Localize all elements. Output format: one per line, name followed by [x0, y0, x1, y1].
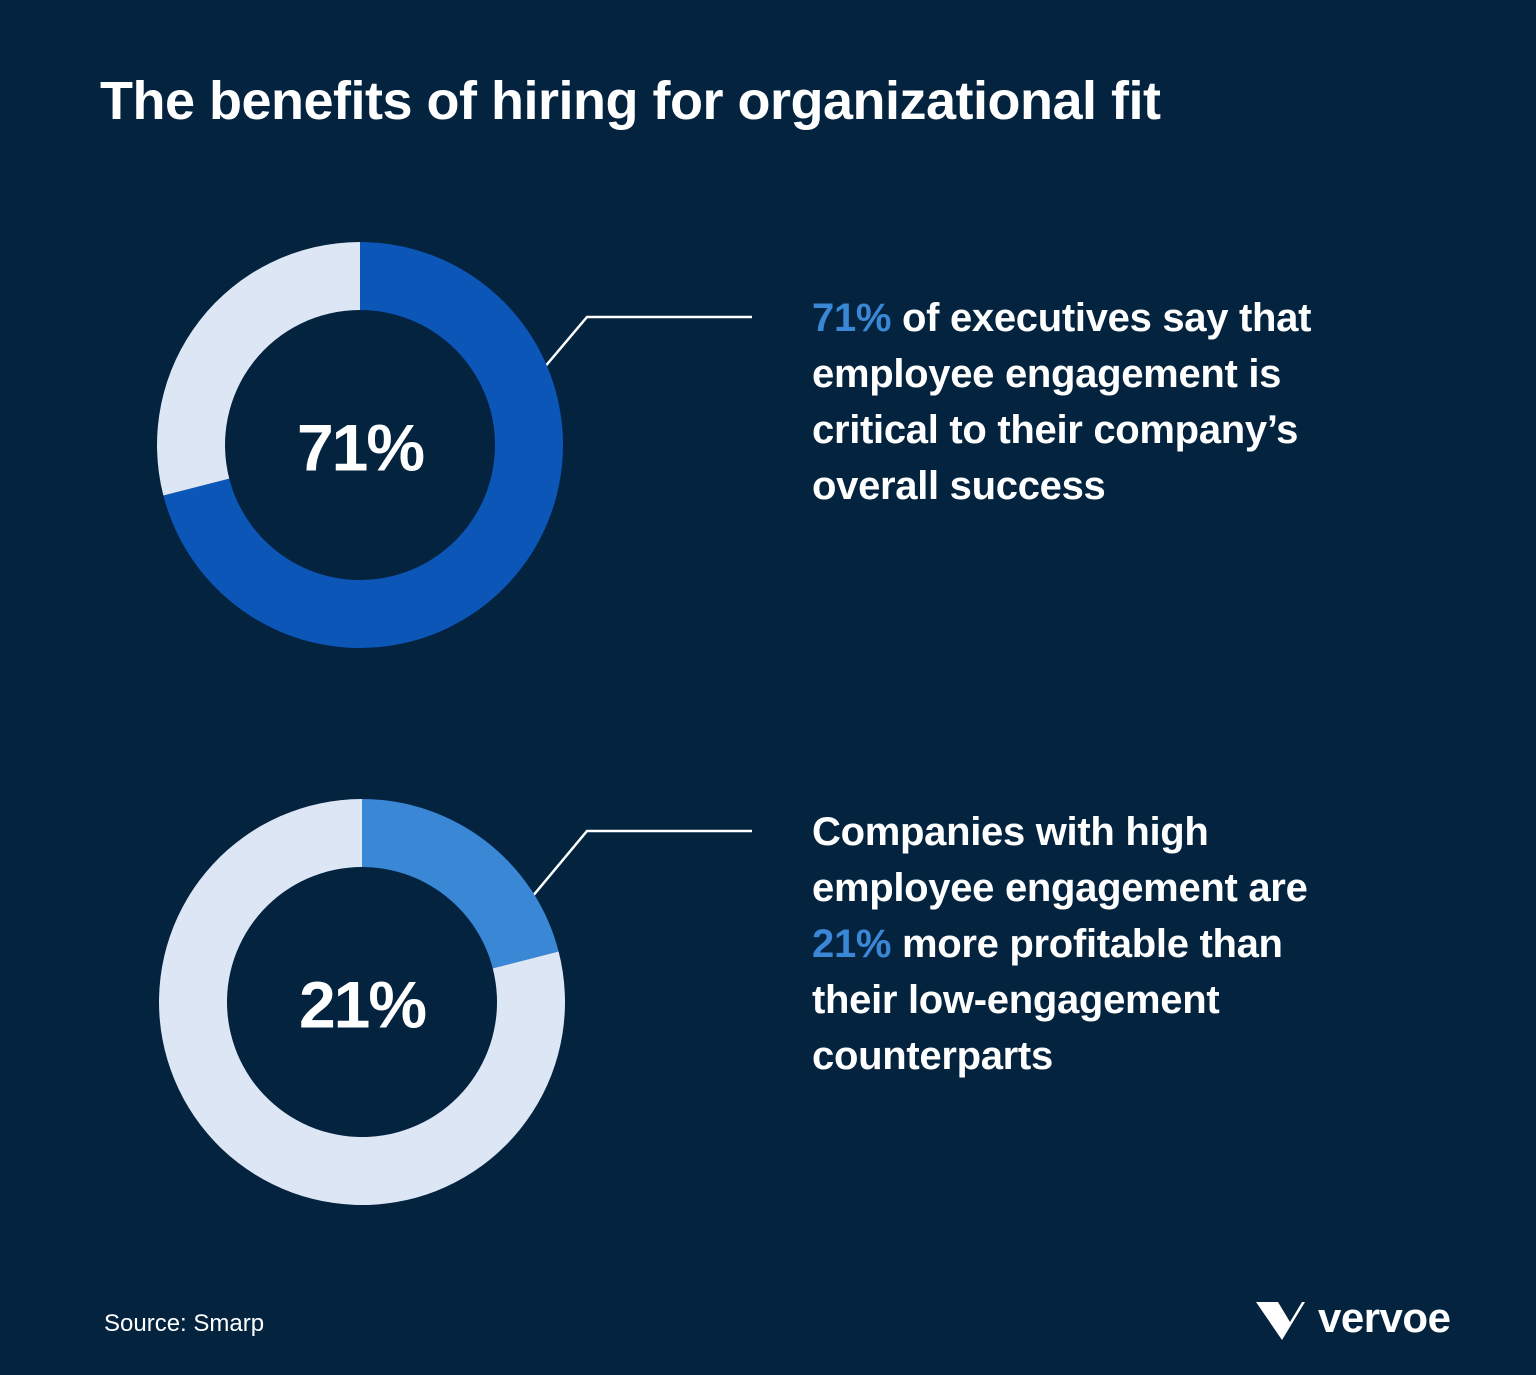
- highlight-text: 71%: [812, 296, 892, 340]
- description: 71% of executives say that employee enga…: [812, 290, 1377, 514]
- donut-segment: [157, 241, 360, 496]
- donut-segment: [362, 799, 559, 969]
- center-label: 21%: [299, 967, 425, 1041]
- source: Source: Smarp: [104, 1310, 265, 1337]
- logo-text: vervoe: [1318, 1294, 1451, 1341]
- donut-segment: [159, 799, 566, 1206]
- center-label: 71%: [297, 410, 423, 484]
- donut-segment: [163, 242, 563, 648]
- description-text: Companies with high employee engagement …: [812, 810, 1308, 910]
- description: Companies with high employee engagement …: [812, 804, 1377, 1084]
- description-text: more profitable than their low-engagemen…: [812, 922, 1283, 1078]
- logo-mark: [1256, 1302, 1305, 1340]
- connector: [526, 829, 752, 904]
- connector: [526, 315, 752, 389]
- highlight-text: 21%: [812, 922, 892, 966]
- description-text: of executives say that employee engageme…: [812, 296, 1312, 508]
- title: The benefits of hiring for organizationa…: [100, 71, 1161, 131]
